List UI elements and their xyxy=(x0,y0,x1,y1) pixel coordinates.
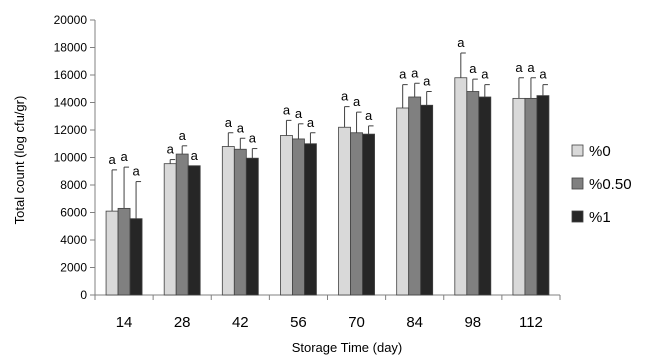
bar xyxy=(304,143,317,296)
y-tick-label: 10000 xyxy=(54,151,88,165)
legend: %0 %0.50 %1 xyxy=(571,143,632,226)
significance-label: a xyxy=(423,74,431,89)
significance-label: a xyxy=(237,120,245,135)
x-axis: 14 28 42 56 70 84 98 112 xyxy=(94,294,561,331)
significance-label: a xyxy=(295,106,303,121)
bar xyxy=(512,97,526,296)
significance-label: a xyxy=(191,148,199,163)
x-tick-label: 112 xyxy=(519,314,543,331)
legend-swatch xyxy=(571,177,584,190)
significance-label: a xyxy=(249,131,257,146)
significance-label: a xyxy=(167,142,175,157)
bar xyxy=(454,77,468,296)
bar xyxy=(338,126,351,296)
significance-label: a xyxy=(399,67,407,82)
x-tick-label: 84 xyxy=(406,314,423,331)
legend-label: %0 xyxy=(589,143,611,160)
significance-label: a xyxy=(469,61,477,76)
x-tick-label: 14 xyxy=(116,314,133,331)
significance-label: a xyxy=(283,102,291,117)
significance-label: a xyxy=(539,67,547,82)
significance-label: a xyxy=(307,115,315,130)
y-tick-label: 14000 xyxy=(54,96,88,110)
significance-label: a xyxy=(481,67,489,82)
bar xyxy=(280,135,293,296)
bar xyxy=(221,146,235,296)
bar xyxy=(362,133,375,296)
x-tick-label: 56 xyxy=(290,314,307,331)
bar xyxy=(292,138,305,296)
y-tick-label: 6000 xyxy=(60,206,87,220)
bar xyxy=(187,165,201,296)
x-tick-label: 28 xyxy=(174,314,191,331)
bar xyxy=(420,104,434,296)
bar xyxy=(466,91,480,296)
significance-label: a xyxy=(515,60,523,75)
legend-swatch xyxy=(571,210,584,223)
significance-label: a xyxy=(132,164,140,179)
bar xyxy=(350,132,363,296)
bar xyxy=(536,95,550,296)
bar xyxy=(105,210,119,296)
legend-label: %1 xyxy=(589,209,611,226)
bar xyxy=(233,148,247,296)
y-tick-label: 4000 xyxy=(60,233,87,247)
bar xyxy=(396,107,410,296)
significance-label: a xyxy=(120,149,128,164)
significance-label: a xyxy=(527,60,535,75)
bar xyxy=(524,97,538,296)
x-axis-label: Storage Time (day) xyxy=(292,340,403,355)
significance-label: a xyxy=(179,128,187,143)
x-tick-label: 42 xyxy=(232,314,249,331)
y-axis-label: Total count (log cfu/gr) xyxy=(12,96,27,225)
bar xyxy=(478,96,492,296)
x-tick-label: 70 xyxy=(348,314,365,331)
significance-label: a xyxy=(225,115,233,130)
bar xyxy=(175,153,189,296)
significance-label: a xyxy=(341,89,349,104)
bar xyxy=(129,218,143,296)
significance-label: a xyxy=(108,152,116,167)
bar xyxy=(117,207,131,296)
significance-label: a xyxy=(353,94,361,109)
y-tick-label: 8000 xyxy=(60,178,87,192)
y-tick-label: 2000 xyxy=(60,261,87,275)
significance-label: a xyxy=(365,108,373,123)
significance-label: a xyxy=(411,65,419,80)
bar xyxy=(408,96,422,296)
y-axis: 0 2000 4000 6000 8000 10000 12000 14000 16000 180… xyxy=(54,13,96,302)
y-tick-label: 16000 xyxy=(54,68,88,82)
bar xyxy=(163,163,177,296)
significance-label: a xyxy=(457,35,465,50)
bar xyxy=(245,157,259,296)
x-tick-label: 98 xyxy=(464,314,481,331)
legend-swatch xyxy=(571,144,584,157)
y-tick-label: 0 xyxy=(80,288,87,302)
y-tick-label: 12000 xyxy=(54,123,88,137)
legend-label: %0.50 xyxy=(589,176,632,193)
y-tick-label: 18000 xyxy=(54,41,88,55)
y-tick-label: 20000 xyxy=(54,13,88,27)
